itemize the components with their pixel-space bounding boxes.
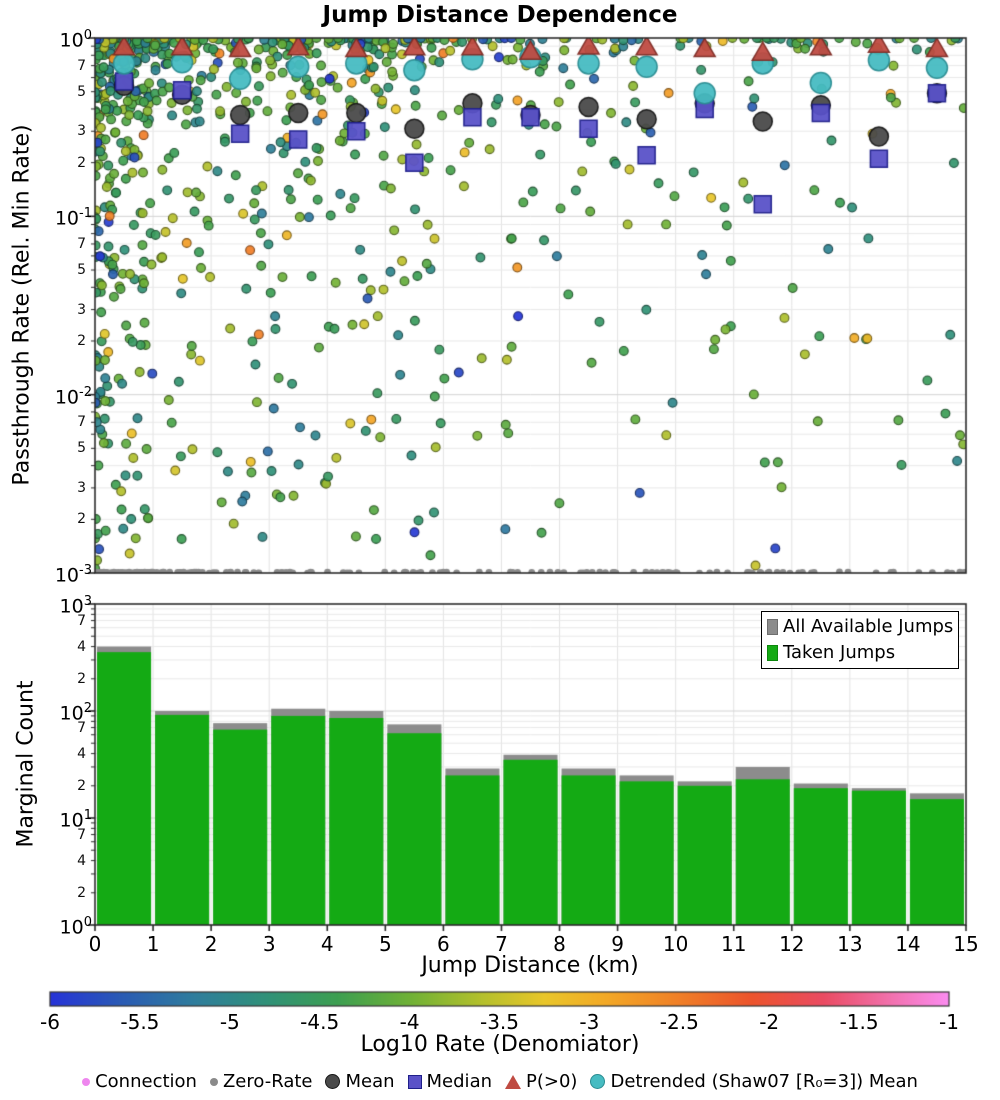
- bottom-y-major-tick-label: 102: [59, 701, 92, 725]
- top-y-minor-tick-label: 3: [77, 479, 86, 496]
- bottom-y-minor-tick-label: 4: [77, 745, 86, 762]
- square-marker-icon: [407, 1074, 422, 1089]
- figure-legend-item: Median: [407, 1071, 493, 1092]
- top-y-axis-label: Passthrough Rate (Rel. Min Rate): [9, 124, 35, 486]
- figure-legend-label: P(>0): [526, 1071, 578, 1092]
- bottom-y-major-tick-label: 101: [59, 808, 92, 832]
- bottom-y-minor-tick-label: 2: [77, 884, 86, 901]
- x-tick-label: 10: [662, 932, 689, 956]
- colorbar-tick-label: -2.5: [659, 1010, 699, 1034]
- x-tick-label: 14: [895, 932, 921, 956]
- histogram-legend: All Available Jumps Taken Jumps: [761, 611, 959, 669]
- figure-legend-item: Zero-Rate: [209, 1071, 313, 1092]
- colorbar-tick-label: -6: [40, 1010, 60, 1034]
- bottom-y-minor-tick-label: 2: [77, 777, 86, 794]
- colorbar-tick-label: -4.5: [300, 1010, 340, 1034]
- colorbar-tick-label: -1: [939, 1010, 959, 1034]
- figure-legend-label: Mean: [345, 1071, 395, 1092]
- x-tick-label: 7: [495, 932, 508, 956]
- colorbar-tick-label: -3.5: [479, 1010, 520, 1034]
- dot-marker-icon: [82, 1077, 91, 1086]
- top-y-major-tick-label: 10-2: [54, 384, 92, 408]
- x-tick-label: 3: [262, 932, 276, 956]
- top-y-minor-tick-label: 2: [77, 511, 86, 528]
- x-tick-label: 5: [378, 932, 392, 956]
- top-y-major-tick-label: 10-1: [54, 206, 92, 230]
- bottom-y-major-tick-label: 103: [59, 594, 92, 618]
- bottom-y-minor-tick-label: 4: [77, 638, 86, 655]
- figure-legend-label: Zero-Rate: [222, 1071, 313, 1092]
- figure-legend-item: Mean: [325, 1071, 395, 1092]
- colorbar-tick-label: -4: [399, 1010, 420, 1034]
- bottom-y-minor-tick-label: 2: [77, 670, 86, 687]
- top-y-minor-tick-label: 3: [77, 301, 86, 318]
- top-y-minor-tick-label: 3: [77, 123, 86, 140]
- top-y-minor-tick-label: 5: [77, 262, 86, 279]
- x-axis-label: Jump Distance (km): [421, 953, 639, 978]
- x-tick-label: 0: [88, 932, 102, 956]
- x-tick-label: 6: [437, 932, 450, 956]
- colorbar-tick-label: -1.5: [839, 1010, 879, 1034]
- dot-marker-icon: [209, 1077, 218, 1086]
- figure-title: Jump Distance Dependence: [322, 2, 678, 28]
- legend-item-taken-jumps: Taken Jumps: [767, 641, 953, 664]
- bottom-y-minor-tick-label: 4: [77, 852, 86, 869]
- legend-item-all-available-jumps: All Available Jumps: [767, 615, 953, 638]
- figure-legend-label: Median: [426, 1071, 493, 1092]
- x-tick-label: 11: [720, 932, 747, 956]
- circle-marker-icon: [590, 1074, 606, 1089]
- top-y-minor-tick-label: 7: [77, 414, 86, 431]
- x-tick-label: 9: [611, 932, 624, 956]
- bottom-y-minor-tick-label: 7: [77, 612, 86, 629]
- x-tick-label: 2: [204, 932, 218, 956]
- top-y-minor-tick-label: 5: [77, 440, 86, 457]
- colorbar-label: Log10 Rate (Denomiator): [360, 1032, 640, 1057]
- top-y-minor-tick-label: 2: [77, 154, 86, 171]
- bottom-y-minor-tick-label: 7: [77, 826, 86, 843]
- top-y-minor-tick-label: 7: [77, 235, 86, 252]
- colorbar-tick-label: -3: [579, 1010, 600, 1034]
- x-tick-label: 1: [146, 932, 160, 956]
- figure-legend-item: Detrended (Shaw07 [R₀=3]) Mean: [590, 1071, 918, 1092]
- colorbar-tick-label: -5.5: [120, 1010, 160, 1034]
- bottom-y-minor-tick-label: 7: [77, 719, 86, 736]
- top-y-minor-tick-label: 2: [77, 332, 86, 349]
- all-available-jumps-swatch: [767, 618, 778, 635]
- x-tick-label: 4: [320, 932, 334, 956]
- taken-jumps-swatch: [767, 644, 778, 661]
- figure-legend-item: P(>0): [505, 1071, 577, 1092]
- top-y-minor-tick-label: 7: [77, 57, 86, 74]
- circle-marker-icon: [325, 1074, 341, 1089]
- legend-label-all-available-jumps: All Available Jumps: [783, 616, 954, 637]
- x-tick-label: 13: [837, 932, 863, 956]
- figure-legend-label: Connection: [95, 1071, 197, 1092]
- top-y-major-tick-label: 10-3: [54, 563, 92, 587]
- x-tick-label: 12: [779, 932, 805, 956]
- colorbar-tick-label: -5: [219, 1010, 240, 1034]
- top-y-major-tick-label: 100: [59, 28, 92, 52]
- figure-legend-label: Detrended (Shaw07 [R₀=3]) Mean: [610, 1071, 918, 1092]
- figure-legend: Connection Zero-Rate Mean Median P(>0) Detren…: [0, 1071, 1000, 1092]
- colorbar-tick-label: -2: [759, 1010, 780, 1034]
- triangle-marker-icon: [505, 1074, 522, 1089]
- bottom-y-major-tick-label: 100: [59, 915, 92, 939]
- x-tick-label: 15: [953, 932, 979, 956]
- figure-legend-item: Connection: [82, 1071, 197, 1092]
- top-y-minor-tick-label: 5: [77, 83, 86, 100]
- x-tick-label: 8: [553, 932, 566, 956]
- legend-label-taken-jumps: Taken Jumps: [783, 642, 896, 663]
